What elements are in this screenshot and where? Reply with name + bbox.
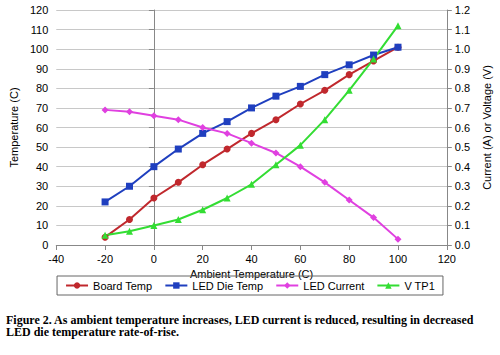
svg-text:Figure 2. As ambient temperatu: Figure 2. As ambient temperature increas… <box>6 313 477 327</box>
svg-text:1.0: 1.0 <box>455 43 470 55</box>
svg-text:30: 30 <box>36 180 48 192</box>
svg-text:1.2: 1.2 <box>455 4 470 16</box>
svg-text:20: 20 <box>36 200 48 212</box>
svg-text:-40: -40 <box>48 253 64 265</box>
svg-text:40: 40 <box>36 161 48 173</box>
svg-text:0.6: 0.6 <box>455 122 470 134</box>
svg-text:50: 50 <box>36 141 48 153</box>
svg-text:-20: -20 <box>97 253 113 265</box>
svg-text:110: 110 <box>31 24 49 36</box>
svg-text:LED die temperature rate-of-ri: LED die temperature rate-of-rise. <box>6 325 179 339</box>
svg-text:LED Die Temp: LED Die Temp <box>192 280 263 292</box>
svg-text:20: 20 <box>197 253 209 265</box>
svg-text:0.4: 0.4 <box>455 161 470 173</box>
svg-text:0.1: 0.1 <box>455 219 470 231</box>
svg-text:0: 0 <box>151 253 157 265</box>
svg-text:Board Temp: Board Temp <box>93 280 152 292</box>
svg-text:Ambient Temperature (C): Ambient Temperature (C) <box>189 268 314 281</box>
svg-text:1.1: 1.1 <box>455 24 470 36</box>
svg-text:0.9: 0.9 <box>455 63 470 75</box>
svg-text:LED Current: LED Current <box>303 280 364 292</box>
svg-text:0.5: 0.5 <box>455 141 470 153</box>
svg-text:100: 100 <box>30 43 48 55</box>
svg-text:Current (A) or Voltage (V): Current (A) or Voltage (V) <box>481 65 493 190</box>
svg-text:70: 70 <box>36 102 48 114</box>
svg-text:120: 120 <box>30 4 48 16</box>
svg-text:0.2: 0.2 <box>455 200 470 212</box>
svg-text:120: 120 <box>438 253 456 265</box>
svg-text:V TP1: V TP1 <box>404 280 434 292</box>
svg-text:80: 80 <box>36 82 48 94</box>
svg-text:40: 40 <box>245 253 257 265</box>
svg-text:Temperature (C): Temperature (C) <box>8 87 20 167</box>
svg-text:0: 0 <box>42 239 48 251</box>
svg-text:0.3: 0.3 <box>455 180 470 192</box>
svg-text:0.0: 0.0 <box>455 239 470 251</box>
svg-text:0.8: 0.8 <box>455 82 470 94</box>
svg-text:60: 60 <box>36 122 48 134</box>
svg-text:0.7: 0.7 <box>455 102 470 114</box>
svg-text:60: 60 <box>294 253 306 265</box>
svg-text:100: 100 <box>389 253 407 265</box>
svg-text:80: 80 <box>343 253 355 265</box>
svg-text:90: 90 <box>36 63 48 75</box>
svg-text:10: 10 <box>36 219 48 231</box>
